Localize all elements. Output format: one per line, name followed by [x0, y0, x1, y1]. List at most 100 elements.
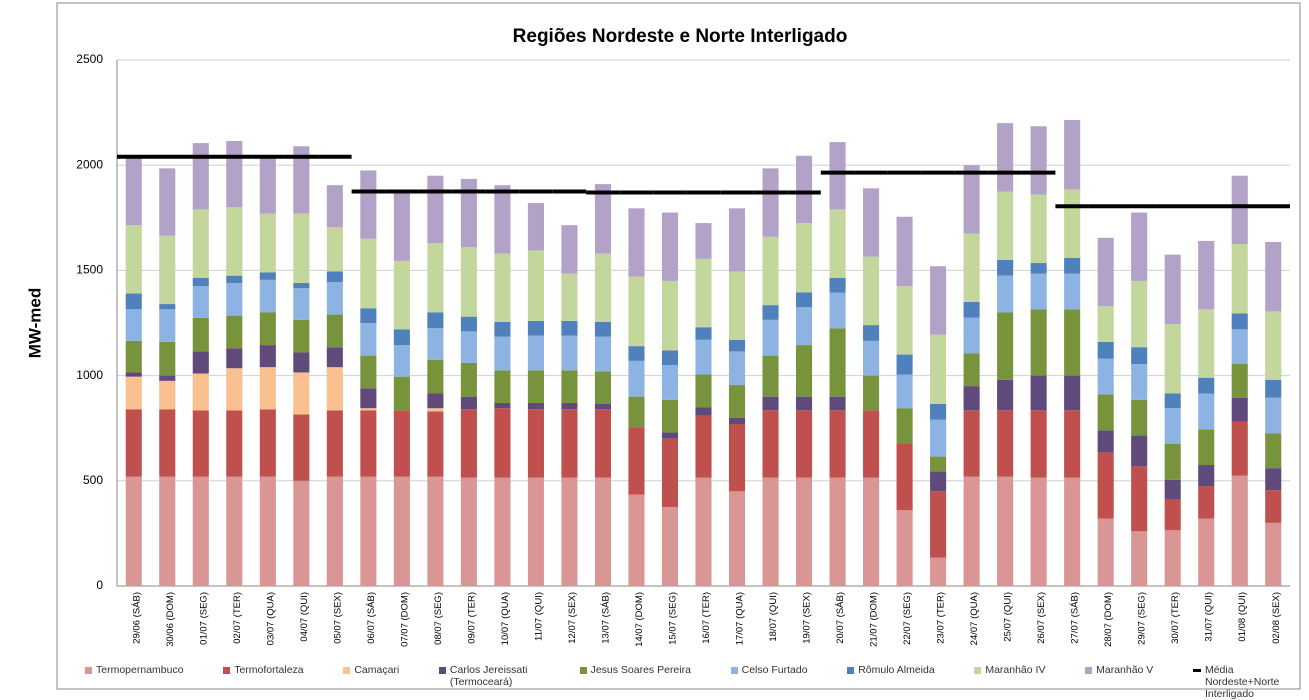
bar-segment: [527, 409, 544, 478]
legend-item: Rômulo Almeida: [847, 664, 935, 700]
bar-segment: [661, 399, 679, 433]
x-tick-label: 29/06 (SÁB): [131, 592, 142, 644]
legend-swatch: [343, 667, 351, 674]
bar-segment: [1198, 393, 1215, 430]
bar-segment: [728, 271, 746, 340]
bar-segment: [930, 557, 947, 586]
bar-segment: [494, 321, 511, 337]
bar-segment: [1231, 244, 1248, 314]
x-tick-label: 14/07 (DOM): [634, 592, 645, 647]
bar-segment: [427, 328, 444, 360]
bar-segment: [661, 507, 679, 586]
bar-segment: [125, 309, 142, 341]
bar-segment: [494, 408, 511, 478]
bar-segment: [360, 410, 377, 477]
x-tick-label: 08/07 (SEG): [433, 592, 444, 645]
bar-segment: [460, 396, 477, 410]
bar-segment: [125, 476, 142, 586]
bar-segment: [594, 409, 612, 478]
bar-segment: [997, 410, 1014, 477]
bar-segment: [997, 259, 1014, 276]
bar-segment: [863, 256, 880, 326]
bar-segment: [1198, 429, 1215, 466]
x-tick-label: 11/07 (QUI): [533, 592, 544, 641]
bar-segment: [159, 341, 176, 376]
legend-item: Jesus Soares Pereira: [579, 664, 691, 700]
bar-segment: [829, 277, 846, 293]
bar-segment: [963, 165, 980, 234]
legend-item: Termofortaleza: [223, 664, 304, 700]
legend-label: Média Nordeste+Norte Interligado: [1204, 664, 1280, 700]
bar-segment: [728, 351, 746, 386]
x-tick-label: 27/07 (SÁB): [1070, 592, 1081, 644]
bar-segment: [293, 352, 310, 373]
bar-segment: [259, 279, 276, 313]
bar-segment: [661, 350, 679, 366]
bar-segment: [1265, 379, 1282, 398]
legend-swatch: [223, 667, 231, 674]
bar-segment: [628, 208, 645, 277]
bar-segment: [360, 308, 377, 323]
bar-segment: [661, 280, 679, 351]
bar-segment: [1030, 309, 1047, 376]
bar-segment: [1198, 518, 1215, 586]
bar-segment: [997, 191, 1014, 260]
bar-segment: [930, 334, 947, 405]
bar-segment: [728, 339, 746, 352]
x-tick-label: 02/07 (TER): [232, 592, 243, 644]
x-tick-label: 21/07 (DOM): [869, 592, 880, 647]
legend-item: Celso Furtado: [730, 664, 808, 700]
bar-segment: [326, 347, 343, 368]
bar-segment: [226, 207, 243, 276]
bar-segment: [762, 305, 779, 320]
x-tick-label: 09/07 (TER): [466, 592, 477, 644]
bar-segment: [460, 316, 477, 332]
bar-segment: [997, 476, 1014, 586]
legend-swatch: [1085, 667, 1093, 674]
bar-segment: [930, 471, 947, 492]
bar-segment: [527, 250, 544, 321]
bar-segment: [159, 309, 176, 342]
bar-segment: [326, 281, 343, 315]
bar-segment: [795, 155, 813, 224]
bar-segment: [192, 143, 209, 210]
bar-segment: [393, 192, 410, 261]
bar-segment: [1030, 263, 1047, 274]
bar-segment: [326, 227, 343, 272]
legend-swatch: [847, 667, 855, 674]
bar-segment: [863, 410, 880, 478]
x-tick-label: 10/07 (QUA): [500, 592, 511, 645]
bar-segment: [1164, 408, 1181, 444]
bar-segment: [159, 304, 176, 310]
bar-segment: [427, 312, 444, 329]
bar-segment: [226, 141, 243, 208]
x-tick-label: 24/07 (QUA): [969, 592, 980, 645]
bar-segment: [192, 209, 209, 278]
bar-segment: [293, 414, 310, 481]
bar-segment: [360, 170, 377, 239]
bar-segment: [460, 362, 477, 397]
bar-segment: [360, 388, 377, 409]
bar-segment: [293, 319, 310, 353]
bar-segment: [963, 317, 980, 354]
bar-segment: [997, 312, 1014, 380]
bar-segment: [527, 320, 544, 336]
bar-segment: [728, 417, 746, 424]
legend-item: Carlos Jereissati (Termoceará): [438, 664, 540, 700]
bar-segment: [1265, 522, 1282, 586]
bar-segment: [896, 354, 913, 375]
bar-segment: [1131, 347, 1148, 365]
x-tick-label: 26/07 (SEX): [1036, 592, 1047, 644]
bar-segment: [628, 494, 645, 586]
x-tick-label: 05/07 (SEX): [332, 592, 343, 644]
bar-segment: [427, 175, 444, 244]
bar-segment: [728, 385, 746, 418]
bar-segment: [594, 184, 612, 254]
x-tick-label: 18/07 (QUI): [768, 592, 779, 642]
bar-segment: [863, 340, 880, 376]
bar-segment: [997, 379, 1014, 411]
bar-segment: [293, 480, 310, 586]
bar-segment: [561, 335, 578, 371]
bar-segment: [159, 375, 176, 381]
bar-segment: [427, 408, 444, 412]
